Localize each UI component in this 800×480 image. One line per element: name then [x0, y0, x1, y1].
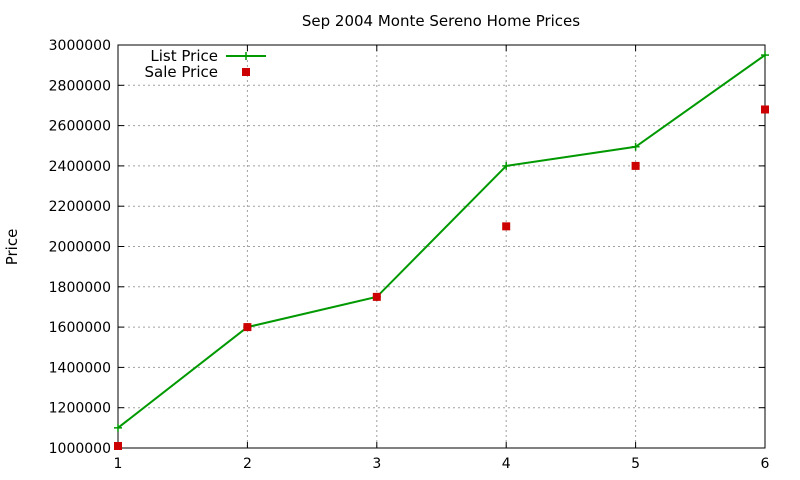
sale-price-point	[372, 292, 381, 301]
list-price-point	[114, 423, 122, 432]
x-tick-label: 2	[243, 456, 252, 472]
y-tick-label: 2600000	[49, 119, 111, 135]
legend-label: Sale Price	[145, 63, 218, 81]
chart-title: Sep 2004 Monte Sereno Home Prices	[302, 12, 580, 30]
sale-price-series	[114, 105, 769, 450]
y-tick-label: 1000000	[49, 441, 111, 457]
grid	[118, 45, 765, 448]
list-price-series	[114, 51, 769, 432]
y-tick-label: 1400000	[49, 360, 111, 376]
x-tick-label: 6	[761, 456, 770, 472]
list-price-line	[117, 54, 766, 429]
sale-price-point	[114, 441, 122, 450]
x-tick-label: 3	[372, 456, 381, 472]
legend-swatch-marker	[242, 68, 250, 76]
sale-price-point	[243, 323, 252, 332]
legend-item-sale-price: Sale Price	[145, 63, 250, 81]
x-tick-label: 5	[631, 456, 640, 472]
legend-swatch-marker	[242, 52, 250, 60]
y-tick-label: 2800000	[49, 78, 111, 94]
y-tick-label: 2400000	[49, 159, 111, 175]
y-tick-label: 1800000	[49, 280, 111, 296]
sale-price-point	[761, 105, 769, 114]
sale-price-point	[502, 222, 511, 231]
axis-ticks: 1 2 3 4 5 6 1000000 1200000 1400000 1600000 180000…	[49, 38, 770, 472]
y-tick-label: 2000000	[49, 240, 111, 256]
sale-price-point	[631, 161, 640, 170]
plot-frame	[117, 44, 766, 449]
series-layer	[114, 51, 769, 450]
x-tick-label: 4	[502, 456, 511, 472]
y-tick-label: 3000000	[49, 38, 111, 54]
y-tick-label: 1200000	[49, 401, 111, 417]
list-price-point	[502, 161, 511, 170]
list-price-point	[631, 142, 640, 151]
legend-label: List Price	[150, 47, 218, 65]
y-axis-label: Price	[3, 229, 21, 266]
y-tick-label: 1600000	[49, 320, 111, 336]
list-price-point	[761, 51, 769, 60]
y-tick-label: 2200000	[49, 199, 111, 215]
legend-item-list-price: List Price	[150, 47, 266, 65]
x-tick-label: 1	[114, 456, 123, 472]
